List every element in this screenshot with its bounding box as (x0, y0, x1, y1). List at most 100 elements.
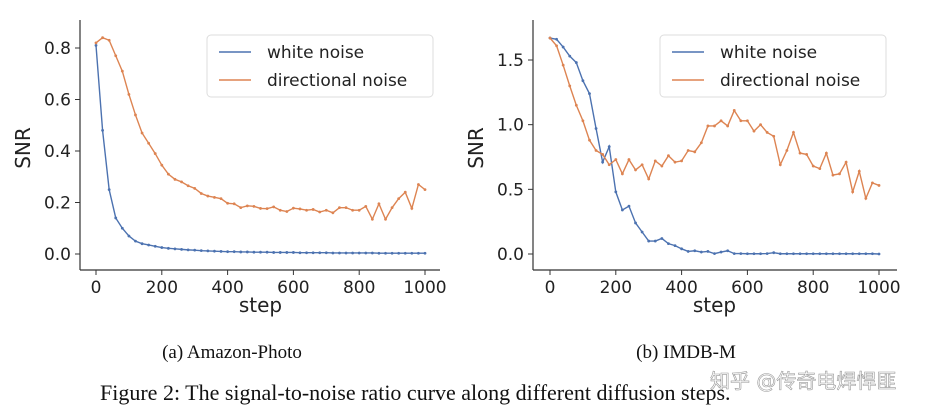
data-point (272, 251, 276, 254)
data-point (838, 252, 841, 256)
data-point (311, 251, 315, 255)
data-point (548, 36, 552, 40)
data-point (568, 84, 572, 88)
data-point (311, 208, 315, 211)
data-point (390, 206, 394, 210)
data-point (265, 207, 269, 211)
data-point (114, 54, 118, 58)
data-point (581, 79, 585, 83)
data-point (798, 252, 802, 256)
data-point (206, 249, 210, 253)
data-point (370, 217, 374, 221)
y-tick-label: 0.4 (44, 142, 71, 162)
legend-label: directional noise (267, 71, 407, 91)
data-point (417, 183, 420, 186)
data-point (206, 194, 210, 198)
y-tick-label: 0.0 (497, 245, 524, 265)
data-point (318, 251, 322, 255)
data-point (778, 163, 782, 167)
data-point (364, 251, 368, 255)
data-point (594, 127, 598, 130)
data-point (173, 247, 177, 251)
data-point (351, 208, 355, 212)
data-point (792, 252, 795, 256)
data-point (344, 206, 348, 210)
data-point (686, 250, 690, 253)
data-point (778, 252, 782, 256)
data-point (640, 230, 644, 234)
data-point (673, 244, 677, 247)
data-point (285, 251, 289, 254)
data-point (561, 63, 565, 67)
data-point (384, 217, 387, 221)
data-point (318, 210, 322, 214)
data-point (160, 163, 164, 167)
data-point (667, 242, 670, 246)
data-point (719, 119, 723, 123)
data-point (226, 201, 230, 205)
data-point (785, 149, 789, 152)
data-point (397, 251, 401, 255)
figure-caption: Figure 2: The signal-to-noise ratio curv… (100, 380, 731, 405)
data-point (226, 250, 230, 254)
data-point (811, 164, 815, 168)
y-tick-label: 1.0 (497, 116, 524, 136)
data-point (673, 160, 677, 164)
data-point (423, 188, 427, 192)
data-point (101, 129, 104, 132)
data-point (693, 150, 697, 154)
data-point (114, 216, 118, 220)
data-point (818, 167, 822, 171)
y-tick-label: 0.8 (44, 39, 71, 59)
data-point (245, 250, 249, 254)
y-tick-label: 0.2 (44, 194, 71, 214)
data-point (219, 197, 223, 201)
data-point (410, 251, 414, 255)
data-point (647, 239, 651, 243)
data-point (213, 249, 216, 253)
data-point (614, 158, 618, 161)
data-point (574, 61, 578, 64)
data-point (772, 134, 776, 138)
data-point (219, 250, 223, 253)
data-point (568, 54, 572, 58)
data-point (101, 36, 104, 40)
legend-label: white noise (720, 43, 817, 63)
data-point (199, 192, 203, 195)
data-point (620, 172, 624, 176)
data-point (193, 248, 197, 252)
legend-label: directional noise (720, 71, 860, 91)
data-point (338, 251, 341, 255)
data-point (759, 252, 762, 256)
data-point (193, 186, 197, 190)
data-point (153, 152, 157, 155)
data-point (357, 251, 361, 255)
chart-imdb-m: 0 200 400 600 800 1000 0.0 0.5 1.0 1.5 step SNR whit… (464, 20, 901, 317)
data-point (153, 244, 157, 248)
data-point (186, 248, 190, 252)
y-tick-label: 0.6 (44, 91, 71, 111)
data-point (265, 250, 269, 254)
x-tick-label: 0 (91, 278, 102, 298)
data-point (134, 113, 137, 117)
data-point (634, 168, 637, 172)
x-tick-label: 800 (797, 278, 829, 298)
data-point (94, 44, 98, 47)
data-point (752, 129, 756, 133)
data-point (364, 204, 368, 208)
legend-box (206, 34, 434, 98)
data-point (252, 204, 256, 208)
data-point (759, 123, 762, 127)
x-tick-label: 600 (277, 278, 309, 298)
data-point (292, 251, 295, 254)
data-point (390, 251, 394, 255)
data-point (627, 158, 631, 161)
data-point (370, 251, 374, 255)
subcaption-b: (b) IMDB-M (636, 342, 736, 363)
data-point (285, 210, 289, 213)
legend-box (659, 34, 887, 98)
x-tick-label: 400 (211, 278, 243, 298)
data-point (765, 131, 769, 134)
data-point (726, 124, 730, 128)
